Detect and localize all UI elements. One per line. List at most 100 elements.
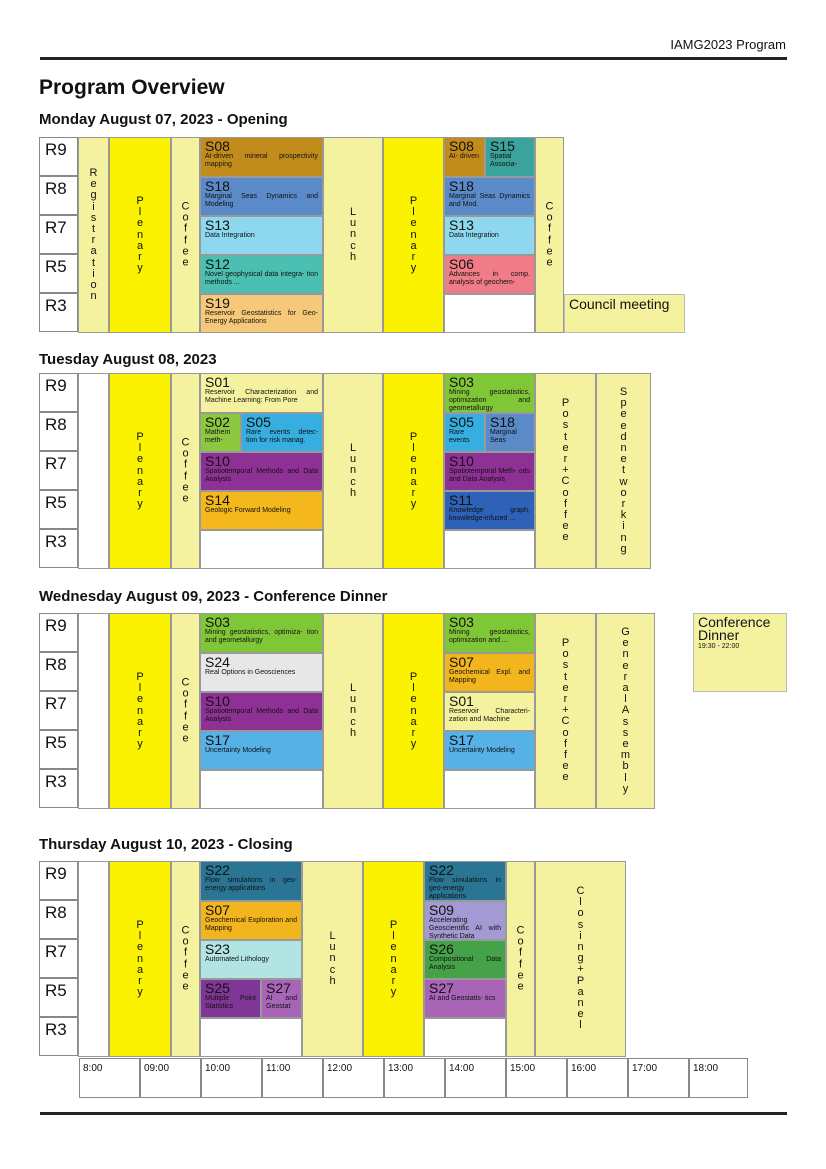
session-block[interactable]: S03 Mining geostatistics, optimiza- tion … (200, 613, 323, 653)
session-block[interactable]: S10 Spatiotemporal Methods and Data Analy… (200, 692, 323, 731)
session-block[interactable]: S14 Geologic Forward Modeling (200, 491, 323, 530)
session-block[interactable]: S15 Spatial Associa- (485, 137, 535, 177)
room-label: R7 (39, 215, 78, 254)
page-title: Program Overview (39, 76, 225, 99)
session-block[interactable]: S08 AI-driven mineral prospectivity mappi… (200, 137, 323, 177)
session-block[interactable]: S05 Rare events detec- tion for risk mana… (241, 413, 323, 452)
empty-slot (78, 613, 109, 809)
time-label: 11:00 (262, 1058, 323, 1098)
session-block[interactable]: S18 Marginal Seas (485, 413, 535, 452)
time-label: 8:00 (79, 1058, 140, 1098)
empty-slot (444, 294, 535, 333)
session-block[interactable]: S03 Mining geostatistics, optimization an… (444, 373, 535, 413)
empty-slot (444, 770, 535, 809)
session-block[interactable]: S25 Multiple Point Statistics (200, 979, 261, 1018)
session-block[interactable]: S08 AI- driven (444, 137, 485, 177)
session-block[interactable]: S18 Marginal Seas Dynamics and Mod. (444, 177, 535, 216)
time-label: 14:00 (445, 1058, 506, 1098)
time-label: 12:00 (323, 1058, 384, 1098)
session-block[interactable]: S03 Mining geostatistics, optimization an… (444, 613, 535, 653)
empty-slot (78, 373, 109, 569)
session-block[interactable]: S18 Marginal Seas Dynamics and Modeling (200, 177, 323, 216)
session-block[interactable]: S10 Spatiotemporal Methods and Data Analy… (200, 452, 323, 491)
empty-slot (424, 1018, 506, 1057)
empty-slot (444, 530, 535, 569)
session-block[interactable]: S10 Spatiotemporal Meth- ods and Data Ana… (444, 452, 535, 491)
room-label: R3 (39, 769, 78, 808)
page-header: IAMG2023 Program (670, 37, 786, 52)
session-block[interactable]: S23 Automated Lithology (200, 940, 302, 979)
room-label: R3 (39, 1017, 78, 1056)
conference-dinner-time: 19:30 - 22:00 (698, 643, 740, 650)
session-block[interactable]: S09 Accelerating Geoscientific AI with Sy… (424, 901, 506, 940)
session-block[interactable]: S02 Mathem meth- (200, 413, 241, 452)
session-block[interactable]: S27 AI and Geostatis- tics (424, 979, 506, 1018)
footer-rule (40, 1112, 787, 1115)
session-block[interactable]: S27 AI and Geostat (261, 979, 302, 1018)
room-label: R7 (39, 451, 78, 490)
day-title-monday: Monday August 07, 2023 - Opening (39, 111, 288, 128)
room-label: R8 (39, 652, 78, 691)
empty-slot (200, 1018, 302, 1057)
empty-slot (78, 861, 109, 1057)
session-block[interactable]: S05 Rare events (444, 413, 485, 452)
time-label: 17:00 (628, 1058, 689, 1098)
room-label: R5 (39, 254, 78, 293)
session-block[interactable]: S11 Knowledge graph, knowledge-infused ..… (444, 491, 535, 530)
room-label: R9 (39, 373, 78, 412)
session-block[interactable]: S07 Geochemical Expl. and Mapping (444, 653, 535, 692)
room-label: R7 (39, 939, 78, 978)
room-label: R9 (39, 137, 78, 176)
room-label: R7 (39, 691, 78, 730)
session-block[interactable]: S13 Data Integration (444, 216, 535, 255)
session-block[interactable]: S06 Advances in comp. analysis of geochem… (444, 255, 535, 294)
session-block[interactable]: S24 Real Options in Geosciences (200, 653, 323, 692)
session-block[interactable]: S26 Compositional Data Analysis (424, 940, 506, 979)
session-block[interactable]: S19 Reservoir Geostatistics for Geo-Energ… (200, 294, 323, 333)
time-label: 09:00 (140, 1058, 201, 1098)
session-block[interactable]: S13 Data Integration (200, 216, 323, 255)
room-label: R9 (39, 861, 78, 900)
session-block[interactable]: S17 Uncertainty Modeling (200, 731, 323, 770)
time-label: 16:00 (567, 1058, 628, 1098)
room-label: R8 (39, 176, 78, 215)
session-block[interactable]: S01 Reservoir Characteri- zation and Mach… (444, 692, 535, 731)
session-block[interactable]: S22 Flow simulations in geo-energy applic… (424, 861, 506, 901)
room-label: R8 (39, 412, 78, 451)
session-block[interactable]: S01 Reservoir Characterization and Machin… (200, 373, 323, 413)
session-block[interactable]: S07 Geochemical Exploration and Mapping (200, 901, 302, 940)
session-block[interactable]: S22 Flow simulations in geo- energy appli… (200, 861, 302, 901)
room-label: R3 (39, 293, 78, 332)
header-rule (40, 57, 787, 60)
room-label: R5 (39, 730, 78, 769)
conference-dinner-block: Conference Dinner 19:30 - 22:00 (693, 613, 787, 692)
session-block[interactable]: S12 Novel geophysical data integra- tion … (200, 255, 323, 294)
room-label: R3 (39, 529, 78, 568)
conference-dinner-title: Conference Dinner (698, 614, 771, 643)
empty-slot (200, 530, 323, 569)
session-block[interactable]: S17 Uncertainty Modeling (444, 731, 535, 770)
room-label: R5 (39, 978, 78, 1017)
